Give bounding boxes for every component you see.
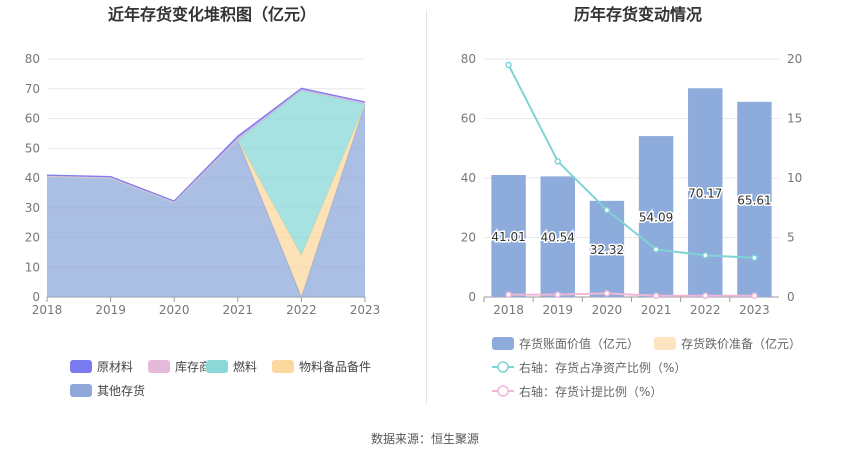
legend-label: 右轴：存货占净资产比例（%） bbox=[519, 360, 686, 375]
x-tick-label: 2021 bbox=[223, 303, 254, 317]
y-tick-label: 20 bbox=[25, 231, 40, 245]
data-source-footer: 数据来源：恒生聚源 bbox=[370, 432, 479, 446]
legend-swatch bbox=[148, 360, 170, 373]
legend-marker bbox=[497, 385, 509, 397]
legend-marker bbox=[497, 361, 509, 373]
y2-tick-label: 15 bbox=[787, 112, 802, 126]
line-point bbox=[751, 254, 758, 261]
x-tick-label: 2020 bbox=[592, 303, 623, 317]
y-tick-label: 60 bbox=[25, 112, 40, 126]
bar-label: 41.01 bbox=[491, 230, 525, 244]
y2-tick-label: 10 bbox=[787, 171, 802, 185]
y2-tick-label: 0 bbox=[787, 290, 795, 304]
x-tick-label: 2022 bbox=[286, 303, 317, 317]
stacked-area-chart: 近年存货变化堆积图（亿元） 0 10 20 30 40 50 60 70 80 2018 2019 20… bbox=[0, 0, 425, 410]
x-tick-label: 2020 bbox=[159, 303, 190, 317]
legend-swatch bbox=[206, 360, 228, 373]
legend-swatch bbox=[70, 384, 92, 397]
legend-label: 物料备品备件 bbox=[299, 360, 371, 374]
bar-label: 65.61 bbox=[737, 193, 771, 207]
y-tick-label: 80 bbox=[25, 52, 40, 66]
chart-divider bbox=[426, 10, 427, 405]
line-右轴：存货占净资产比例（%） bbox=[507, 64, 755, 259]
line-point bbox=[702, 252, 709, 259]
x-tick-label: 2018 bbox=[493, 303, 524, 317]
chart-title: 近年存货变化堆积图（亿元） bbox=[108, 5, 316, 24]
legend-swatch bbox=[654, 337, 676, 350]
x-tick-label: 2022 bbox=[690, 303, 721, 317]
y-tick-label: 50 bbox=[25, 141, 40, 155]
legend-label: 存货跌价准备（亿元） bbox=[681, 336, 801, 351]
inventory-bar-line-chart: 历年存货变动情况 0 20 40 60 80 0 5 10 15 20 2018 2019 2020 202… bbox=[426, 0, 850, 410]
legend-swatch bbox=[272, 360, 294, 373]
x-tick-label: 2019 bbox=[95, 303, 126, 317]
x-tick-label: 2023 bbox=[739, 303, 770, 317]
x-tick-label: 2021 bbox=[641, 303, 672, 317]
legend-swatch bbox=[70, 360, 92, 373]
bar-label-halo: 40.54 bbox=[541, 231, 575, 245]
bar bbox=[589, 200, 625, 297]
legend-swatch bbox=[492, 337, 514, 350]
area-物料备品备件 bbox=[47, 104, 365, 297]
legend-label: 原材料 bbox=[97, 360, 133, 374]
chart-title: 历年存货变动情况 bbox=[574, 5, 702, 24]
legend-label: 其他存货 bbox=[97, 383, 145, 398]
y2-tick-label: 5 bbox=[787, 231, 795, 245]
bar bbox=[737, 101, 772, 298]
bar-label: 70.17 bbox=[688, 187, 722, 201]
y-tick-label: 70 bbox=[25, 82, 40, 96]
stacked-area-svg: 近年存货变化堆积图（亿元） 0 10 20 30 40 50 60 70 80 2018 2019 20… bbox=[25, 5, 381, 398]
legend-label: 存货账面价值（亿元） bbox=[519, 336, 639, 351]
area-其他存货 bbox=[47, 104, 365, 297]
y-tick-label: 0 bbox=[468, 290, 476, 304]
y-tick-label: 0 bbox=[32, 290, 40, 304]
bar-line-svg: 历年存货变动情况 0 20 40 60 80 0 5 10 15 20 2018 2019 2020 202… bbox=[461, 5, 803, 399]
area-燃料 bbox=[47, 90, 365, 256]
y-tick-label: 10 bbox=[25, 260, 40, 274]
area-line-原材料 bbox=[46, 87, 366, 202]
x-tick-label: 2019 bbox=[542, 303, 573, 317]
line-右轴：存货计提比例（%） bbox=[508, 292, 755, 297]
y-tick-label: 80 bbox=[461, 52, 476, 66]
x-tick-label: 2018 bbox=[32, 303, 63, 317]
line-point bbox=[554, 291, 561, 298]
legend-label: 右轴：存货计提比例（%） bbox=[519, 384, 662, 399]
bar-label-halo: 54.09 bbox=[639, 211, 673, 225]
line-point bbox=[505, 61, 512, 69]
line-point bbox=[702, 292, 709, 300]
bar-label: 54.09 bbox=[639, 211, 673, 225]
bar-label: 40.54 bbox=[541, 231, 575, 245]
bar bbox=[540, 176, 575, 297]
bar-label-halo: 65.61 bbox=[737, 193, 771, 207]
bar-label-halo: 41.01 bbox=[491, 230, 525, 244]
line-point bbox=[505, 291, 512, 298]
line-point bbox=[751, 292, 758, 300]
y-tick-label: 30 bbox=[25, 201, 40, 215]
line-point bbox=[603, 290, 611, 297]
bar-label-halo: 32.32 bbox=[590, 243, 624, 257]
line-point bbox=[652, 292, 660, 300]
x-tick-label: 2023 bbox=[350, 303, 381, 317]
bar-label: 32.32 bbox=[590, 243, 624, 257]
y-tick-label: 40 bbox=[461, 171, 476, 185]
line-point bbox=[652, 246, 660, 253]
y-tick-label: 60 bbox=[461, 112, 476, 126]
bar-label-halo: 70.17 bbox=[688, 187, 722, 201]
y2-tick-label: 20 bbox=[787, 52, 802, 66]
line-point bbox=[603, 206, 611, 214]
y-tick-label: 20 bbox=[461, 231, 476, 245]
line-point bbox=[554, 158, 561, 165]
y-tick-label: 40 bbox=[25, 171, 40, 185]
bar bbox=[638, 136, 674, 297]
bar bbox=[491, 174, 526, 297]
bar bbox=[688, 88, 723, 297]
legend-label: 燃料 bbox=[233, 359, 257, 374]
